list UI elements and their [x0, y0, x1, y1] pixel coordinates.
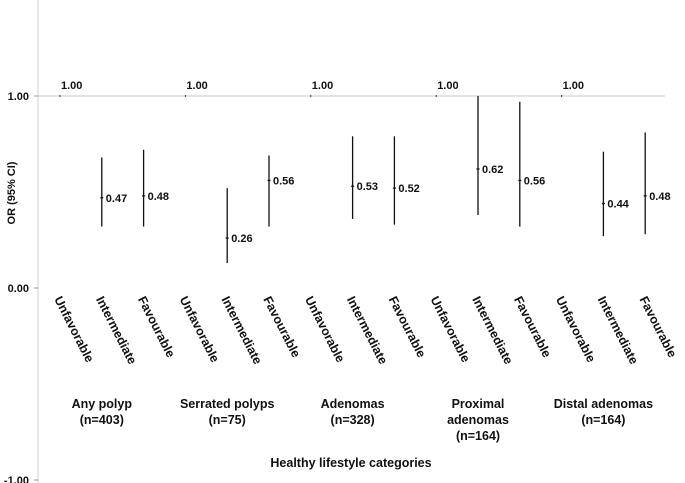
- x-category-label: Unfavorable: [302, 294, 347, 365]
- group-label: (n=164): [456, 429, 500, 443]
- group-label: Distal adenomas: [554, 397, 653, 411]
- chart-axes: [34, 0, 665, 483]
- y-tick-label: -1.00: [4, 475, 29, 483]
- x-category-label: Favourable: [386, 294, 429, 360]
- x-category-label: Unfavorable: [51, 294, 96, 365]
- chart-marks: [59, 95, 647, 264]
- x-category-label: Unfavorable: [553, 294, 598, 365]
- y-axis-title: OR (95% CI): [6, 161, 18, 224]
- x-category-label: Favourable: [135, 294, 178, 360]
- or-value-label: 1.00: [437, 80, 458, 92]
- or-value-label: 0.48: [649, 191, 670, 203]
- or-value-label: 0.48: [148, 191, 169, 203]
- group-label: adenomas: [447, 413, 509, 427]
- group-label: Adenomas: [321, 397, 385, 411]
- x-category-label: Intermediate: [469, 294, 515, 367]
- or-value-label: 0.56: [524, 175, 545, 187]
- group-label: Any polyp: [72, 397, 133, 411]
- x-category-label: Favourable: [511, 294, 554, 360]
- x-axis-title: Healthy lifestyle categories: [270, 456, 431, 470]
- or-value-label: 0.52: [398, 183, 419, 195]
- x-category-label: Intermediate: [595, 294, 641, 367]
- x-category-label: Unfavorable: [428, 294, 473, 365]
- or-value-label: 0.56: [273, 175, 294, 187]
- or-value-label: 1.00: [312, 80, 333, 92]
- x-category-label: Unfavorable: [177, 294, 222, 365]
- or-value-label: 0.62: [482, 164, 503, 176]
- group-label: Proximal: [452, 397, 505, 411]
- group-label: (n=164): [581, 413, 625, 427]
- x-category-label: Intermediate: [219, 294, 265, 367]
- y-tick-label: 1.00: [8, 91, 29, 103]
- group-label: (n=328): [331, 413, 375, 427]
- or-value-label: 1.00: [563, 80, 584, 92]
- group-label: (n=75): [209, 413, 246, 427]
- or-value-label: 0.26: [231, 233, 252, 245]
- or-value-label: 0.47: [106, 193, 127, 205]
- or-value-label: 0.44: [607, 199, 629, 211]
- or-value-label: 1.00: [61, 80, 82, 92]
- group-label: Serrated polyps: [180, 397, 275, 411]
- or-value-label: 1.00: [186, 80, 207, 92]
- y-tick-label: 0.00: [8, 283, 29, 295]
- x-category-label: Favourable: [637, 294, 680, 360]
- x-category-label: Favourable: [260, 294, 303, 360]
- x-category-label: Intermediate: [344, 294, 390, 367]
- x-category-label: Intermediate: [93, 294, 139, 367]
- group-label: (n=403): [80, 413, 124, 427]
- or-value-label: 0.53: [357, 181, 378, 193]
- chart-texts: 1.00 0.00 -1.00 OR (95% CI) 1.00 Unfavorable 0…: [4, 80, 679, 483]
